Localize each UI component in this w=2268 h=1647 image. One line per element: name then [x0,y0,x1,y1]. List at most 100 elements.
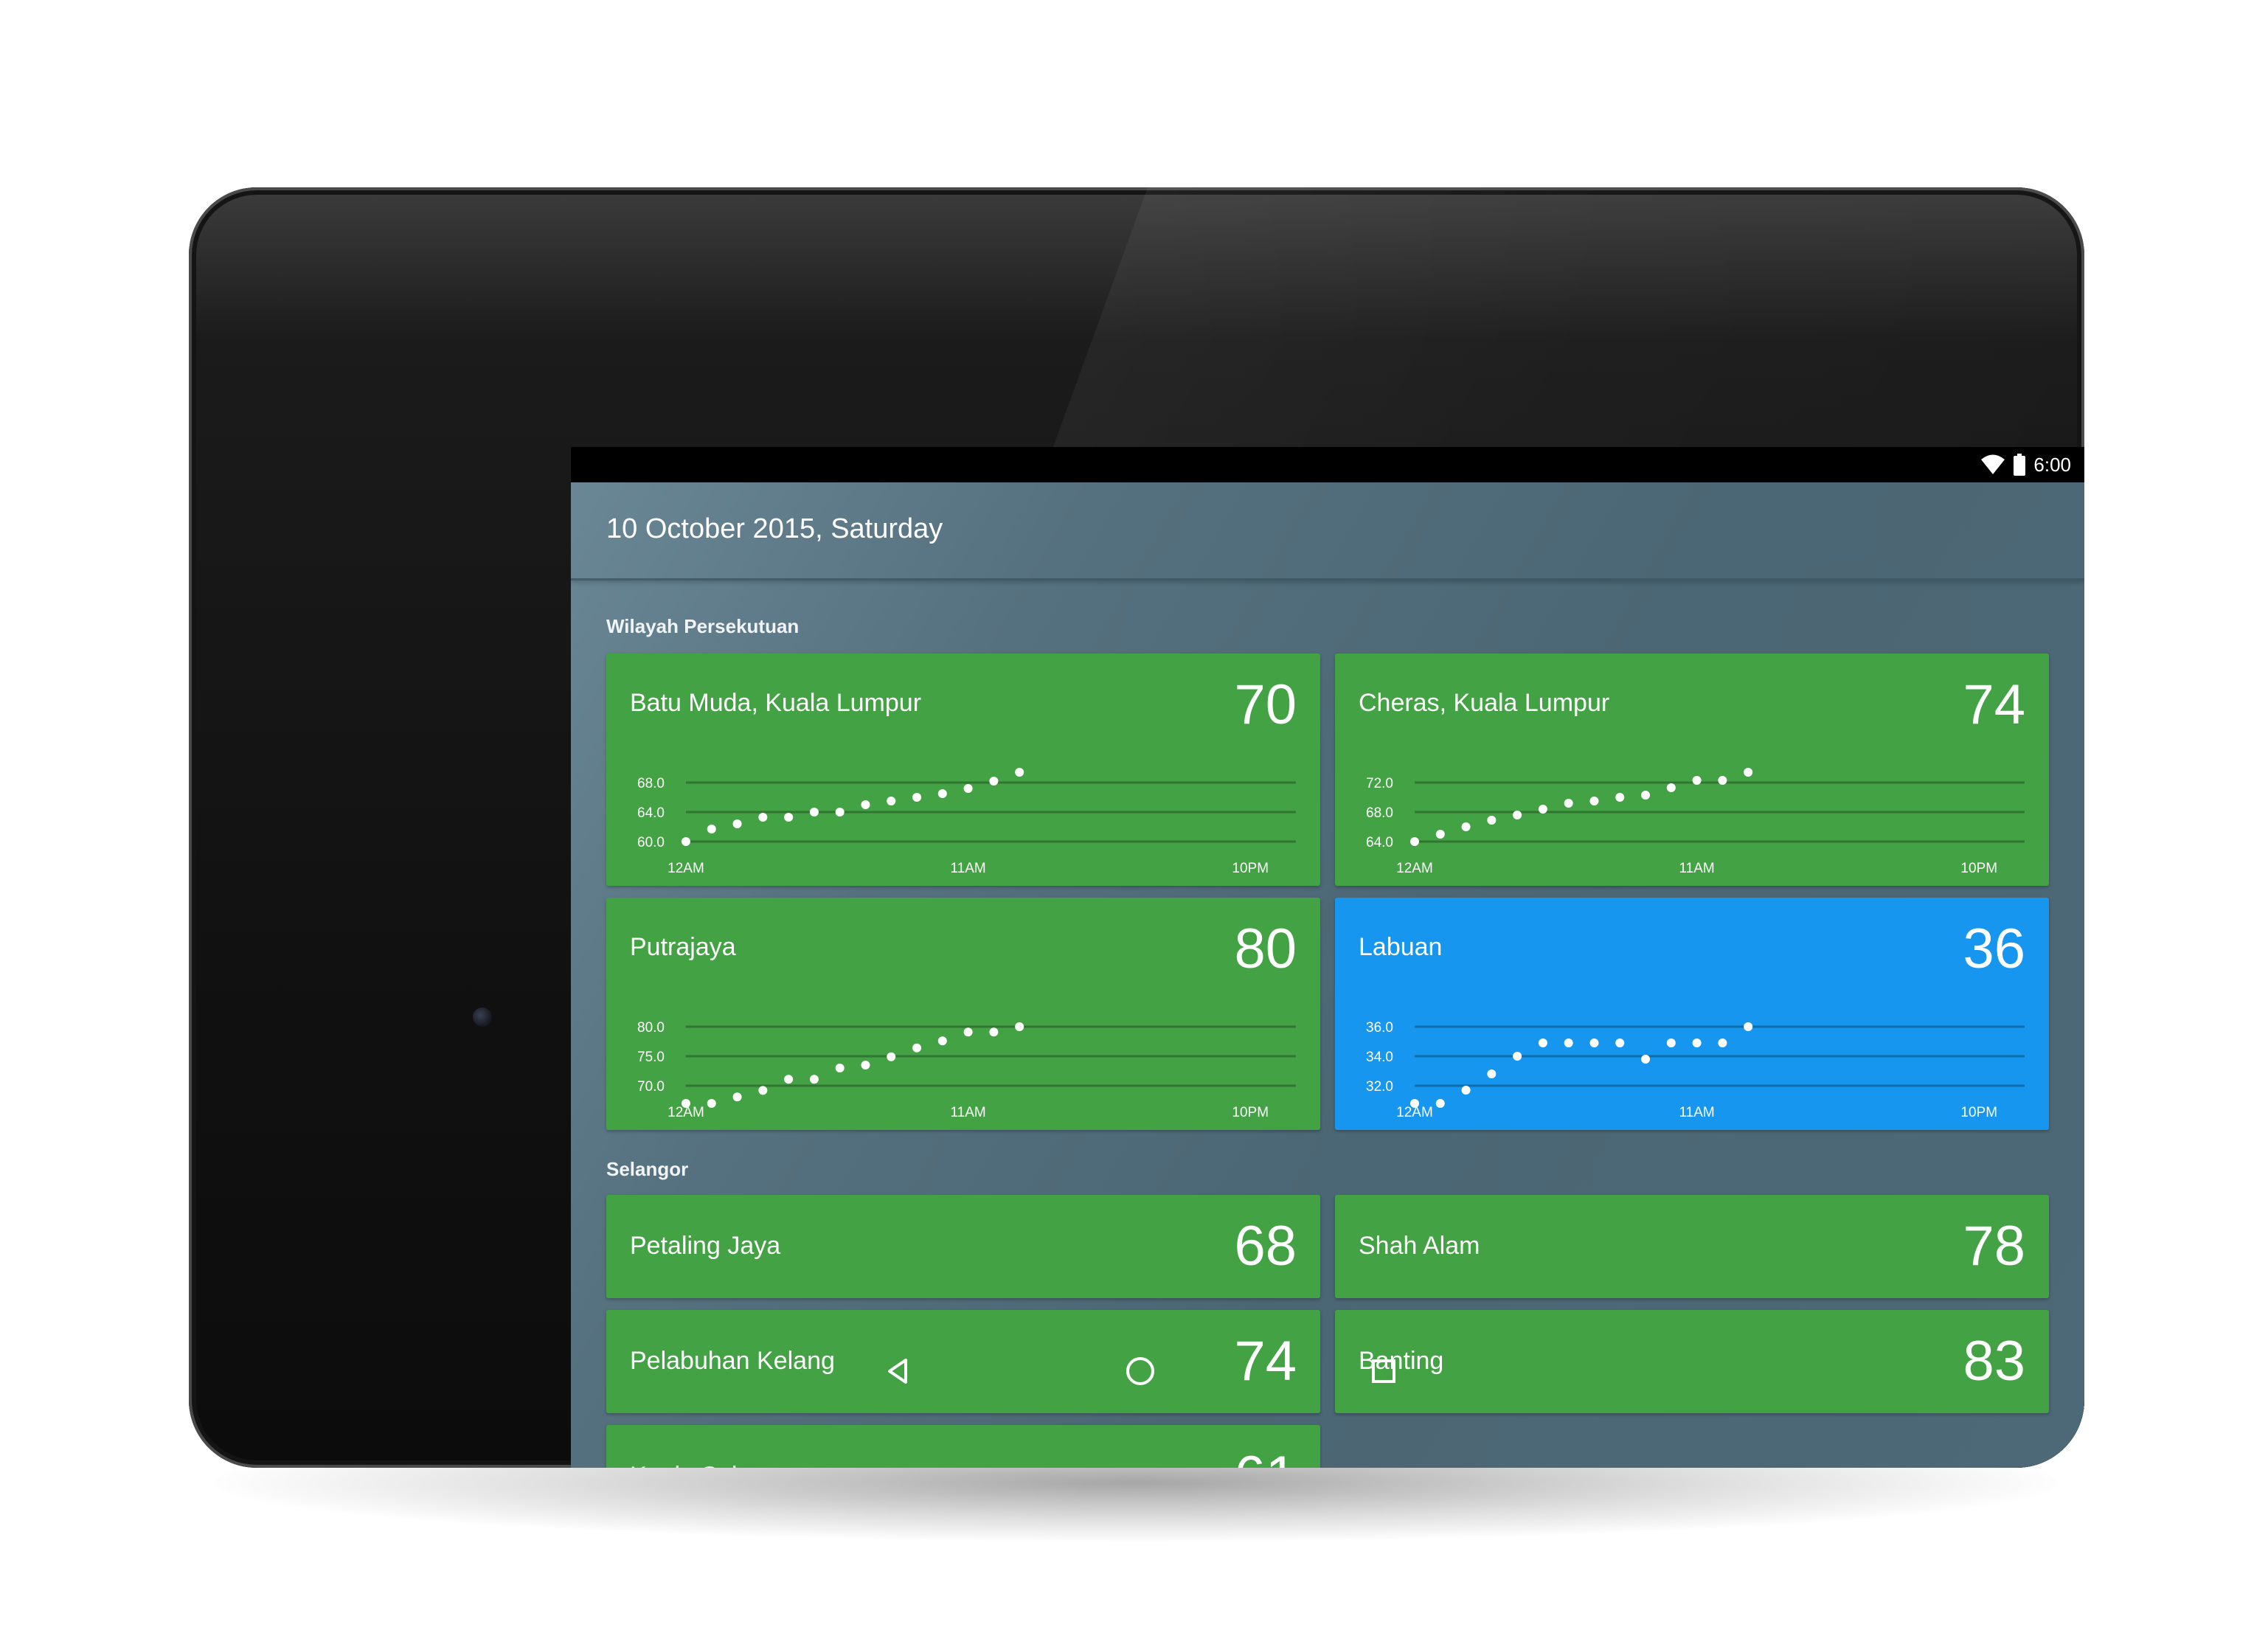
y-tick-label: 36.0 [1366,1020,1393,1036]
back-icon [888,1359,907,1384]
data-point [682,1099,690,1108]
x-tick-label: 10PM [1232,861,1269,876]
data-point [732,1092,742,1102]
app-content[interactable]: 10 October 2015, Saturday Wilayah Persek… [571,482,2084,1468]
data-point [1718,1039,1727,1047]
data-point [1641,1055,1651,1064]
station-name: Shah Alam [1359,1232,1480,1260]
x-tick-label: 12AM [1396,1105,1433,1120]
status-icons: 6:00 [1980,447,2071,482]
data-point [1410,1099,1419,1108]
back-button[interactable] [869,1342,928,1401]
device-screen: 6:00 10 October 2015, Saturday Wilayah P… [571,447,2084,1468]
data-point [707,825,716,833]
y-tick-label: 34.0 [1366,1050,1393,1065]
data-point [887,1052,896,1061]
data-point [809,1075,819,1084]
section-label-wilayah: Wilayah Persekutuan [606,615,800,637]
x-tick-label: 12AM [667,861,704,876]
y-tick-label: 64.0 [1366,835,1393,850]
data-point [758,1086,768,1095]
data-point [809,808,819,816]
data-point [1692,776,1702,785]
station-name: Petaling Jaya [630,1232,781,1260]
station-card[interactable]: Cheras, Kuala Lumpur 74 72.0 68.0 64.0 12AM… [1335,653,2049,886]
recents-button[interactable] [1354,1342,1413,1401]
station-name: Putrajaya [630,933,736,961]
data-point [758,813,768,822]
data-point [887,797,896,805]
data-point [1615,793,1625,802]
data-point [1461,1086,1471,1095]
data-point [1564,799,1573,808]
station-card[interactable]: Shah Alam 78 [1335,1195,2049,1298]
data-point [707,1099,716,1108]
data-point [963,1027,973,1037]
data-point [732,819,742,828]
date-title: 10 October 2015, Saturday [606,513,943,544]
y-tick-label: 68.0 [637,776,665,791]
station-card[interactable]: Petaling Jaya 68 [606,1195,1320,1298]
data-point [861,1061,870,1069]
data-point [835,808,845,816]
app-toolbar: 10 October 2015, Saturday [571,482,2084,580]
data-point [835,1064,845,1072]
station-card[interactable]: Banting 83 [1335,1310,2049,1413]
data-point [1718,776,1727,785]
station-card[interactable]: Batu Muda, Kuala Lumpur 70 68.0 64.0 60.0 1… [606,653,1320,886]
data-point [1487,1069,1497,1078]
station-value: 78 [1963,1215,2025,1277]
data-point [784,813,794,822]
data-point [912,1043,922,1053]
station-card-highlighted[interactable]: Labuan 36 36.0 34.0 32.0 12AM 11AM 10PM [1335,898,2049,1130]
data-point [1589,797,1599,805]
front-camera-icon [473,1008,492,1027]
data-point [937,1036,947,1046]
data-point [1666,1039,1676,1047]
home-icon [1126,1357,1154,1385]
home-button[interactable] [1111,1342,1170,1401]
data-point [1461,822,1471,831]
x-tick-label: 12AM [667,1105,704,1120]
y-tick-label: 60.0 [637,835,665,850]
data-point [861,800,870,809]
data-point [1589,1039,1599,1047]
station-name: Kuala Selangor [630,1462,802,1468]
status-time: 6:00 [2033,453,2071,476]
data-point [937,789,947,798]
station-value: 36 [1963,918,2025,980]
station-value: 83 [1963,1330,2025,1393]
station-card[interactable]: Pelabuhan Kelang 74 [606,1310,1320,1413]
y-tick-label: 32.0 [1366,1079,1393,1095]
data-point [1015,1022,1024,1031]
station-value: 70 [1234,673,1297,736]
x-tick-label: 10PM [1960,1105,1997,1120]
station-value: 80 [1234,918,1297,980]
data-point [682,837,690,846]
station-value: 68 [1234,1215,1297,1277]
data-point [1538,805,1547,814]
station-card[interactable]: Putrajaya 80 80.0 75.0 70.0 12AM 11AM 10PM [606,898,1320,1130]
data-point [1615,1039,1625,1047]
data-point [963,784,973,793]
wifi-icon [1981,454,2005,474]
data-point [1538,1039,1547,1047]
y-tick-label: 64.0 [637,805,665,821]
data-point [784,1075,794,1084]
data-point [1487,816,1497,825]
data-point [989,1027,999,1037]
data-point [912,793,922,802]
data-point [1513,1052,1522,1061]
x-tick-label: 11AM [950,861,985,876]
data-point [1744,768,1753,777]
station-name: Pelabuhan Kelang [630,1347,835,1375]
data-point [989,777,999,786]
data-point [1666,783,1676,792]
station-card[interactable]: Kuala Selangor 61 [606,1425,1320,1468]
station-value: 74 [1963,673,2025,736]
data-point [1744,1022,1753,1031]
